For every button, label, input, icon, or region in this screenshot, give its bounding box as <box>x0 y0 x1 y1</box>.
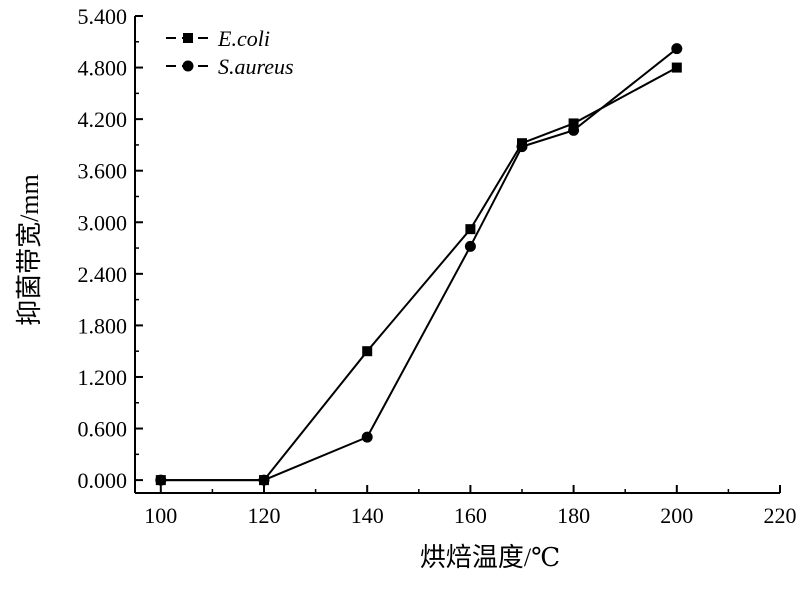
y-tick-label: 0.600 <box>78 417 128 442</box>
data-point-e-coli <box>671 62 682 73</box>
y-tick-label: 1.200 <box>78 365 128 390</box>
x-tick-label: 180 <box>557 503 590 528</box>
data-point-s-aureus <box>516 141 528 153</box>
data-point-e-coli <box>568 118 579 129</box>
x-tick-label: 160 <box>454 503 487 528</box>
x-tick-label: 140 <box>351 503 384 528</box>
data-point-s-aureus <box>361 431 373 443</box>
series-e-coli <box>155 62 682 486</box>
legend-label: S.aureus <box>218 54 294 79</box>
series-line-e-coli <box>160 66 678 482</box>
data-point-s-aureus <box>464 240 476 252</box>
legend-marker-s-aureus <box>182 60 194 72</box>
y-tick-label: 4.800 <box>78 56 128 81</box>
series-s-aureus <box>155 43 683 486</box>
x-tick-label: 220 <box>764 503 797 528</box>
y-tick-label: 0.000 <box>78 468 128 493</box>
x-tick-label: 100 <box>144 503 177 528</box>
x-axis-label: 烘焙温度/℃ <box>420 543 560 572</box>
y-tick-label: 4.200 <box>78 107 128 132</box>
series-layer <box>155 43 683 486</box>
axes: 0.000 0.600 1.200 1.800 2.400 3.000 3.600 4.200… <box>78 4 797 528</box>
data-point-s-aureus <box>671 43 683 55</box>
series-line-s-aureus <box>160 47 678 482</box>
legend-item-e-coli: E.coli <box>166 26 270 51</box>
y-axis-label: 抑菌带宽/mm <box>15 174 44 326</box>
legend-item-s-aureus: S.aureus <box>166 54 294 79</box>
x-tick-label: 120 <box>248 503 281 528</box>
data-point-e-coli <box>465 224 476 235</box>
legend: E.coli S.aureus <box>166 26 294 79</box>
data-point-e-coli <box>362 346 373 357</box>
legend-marker-e-coli <box>183 33 193 43</box>
y-tick-label: 3.000 <box>78 210 128 235</box>
legend-label: E.coli <box>217 26 270 51</box>
y-tick-label: 2.400 <box>78 262 128 287</box>
data-point-s-aureus <box>155 474 167 486</box>
y-tick-label: 1.800 <box>78 313 128 338</box>
x-tick-label: 200 <box>660 503 693 528</box>
y-tick-label: 5.400 <box>78 4 128 29</box>
data-point-s-aureus <box>568 124 580 136</box>
data-point-s-aureus <box>258 474 270 486</box>
y-tick-label: 3.600 <box>78 159 128 184</box>
